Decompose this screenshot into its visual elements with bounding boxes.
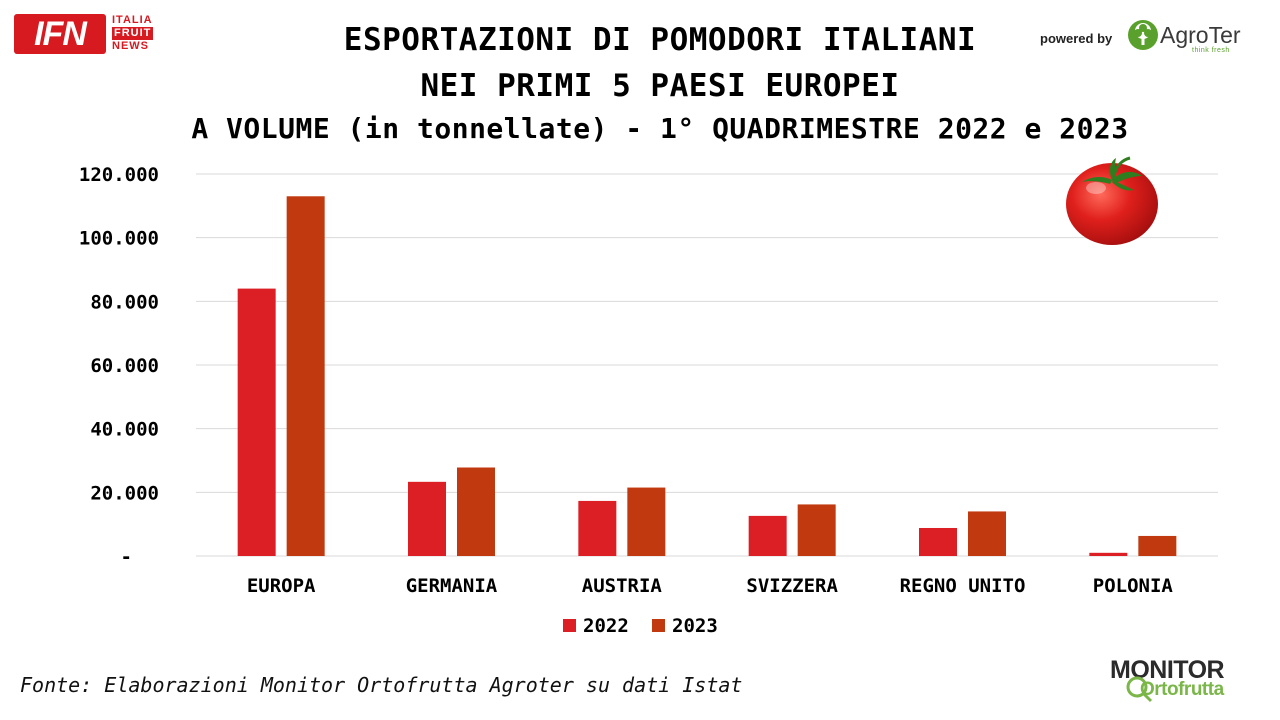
y-tick-label: 80.000 [90,291,159,313]
bar-2022-germania [408,481,446,556]
y-tick-label: 120.000 [79,164,159,186]
ortofrutta-wordmark: Ortofrutta [1140,679,1224,700]
ifn-logo-subtitle: ITALIA FRUIT NEWS [112,14,172,53]
y-tick-label: 40.000 [90,419,159,441]
bar-2023-polonia [1138,535,1177,556]
y-axis-ticks: - 20.000 40.000 60.000 80.000 100.000 120.000 [79,164,159,568]
x-tick-label: AUSTRIA [582,575,663,597]
agroter-wordmark: AgroTer [1160,22,1241,48]
agroter-logo: AgroTer think fresh [1124,16,1254,56]
legend-label-2022: 2022 [583,615,629,637]
bar-2022-europa [237,288,276,556]
ifn-logo-mark: IFN [14,14,106,54]
monitor-ortofrutta-logo: MONITOR Ortofrutta [1110,656,1260,706]
legend-swatch-2022 [563,619,576,632]
y-tick-label: 20.000 [90,482,159,504]
bar-2022-regno-unito [919,527,957,556]
magnifier-icon [1126,676,1153,703]
bar-2022-svizzera [748,515,787,556]
monitor-wordmark: MONITOR [1110,656,1225,684]
agroter-tree-icon [1128,20,1158,50]
x-tick-label: POLONIA [1093,575,1174,597]
source-note: Fonte: Elaborazioni Monitor Ortofrutta A… [20,673,743,697]
ifn-line-news: NEWS [112,40,149,52]
y-tick-label: 100.000 [79,228,159,250]
ifn-line-fruit: FRUIT [112,27,154,40]
grid-lines [196,173,1218,557]
chart-title-line2: NEI PRIMI 5 PAESI EUROPEI [420,68,900,104]
bars [237,196,1177,557]
bar-2023-svizzera [797,504,836,556]
x-tick-label: GERMANIA [406,575,498,597]
chart-subtitle: A VOLUME (in tonnellate) - 1° QUADRIMEST… [191,112,1129,145]
bar-2022-polonia [1089,552,1128,556]
legend-label-2023: 2023 [672,615,718,637]
chart-title: ESPORTAZIONI DI POMODORI ITALIANI [343,22,977,58]
ifn-line-italia: ITALIA [112,14,153,26]
legend-swatch-2023 [652,619,665,632]
tomato-icon [1066,156,1158,245]
x-tick-label: SVIZZERA [746,575,838,597]
ifn-logo: IFN ITALIA FRUIT NEWS [14,14,164,58]
bar-2023-austria [627,487,666,556]
powered-by-label: powered by [1040,31,1113,46]
y-tick-label: - [121,546,132,568]
bar-2023-germania [457,467,495,556]
y-tick-label: 60.000 [90,355,159,377]
x-axis-ticks: EUROPA GERMANIA AUSTRIA SVIZZERA REGNO UNITO… [247,575,1174,597]
x-tick-label: EUROPA [247,575,316,597]
agroter-tagline: think fresh [1192,47,1230,54]
bar-2023-europa [286,196,325,557]
bar-2022-austria [578,500,617,556]
bar-2023-regno-unito [968,511,1006,556]
x-tick-label: REGNO UNITO [900,575,1026,597]
